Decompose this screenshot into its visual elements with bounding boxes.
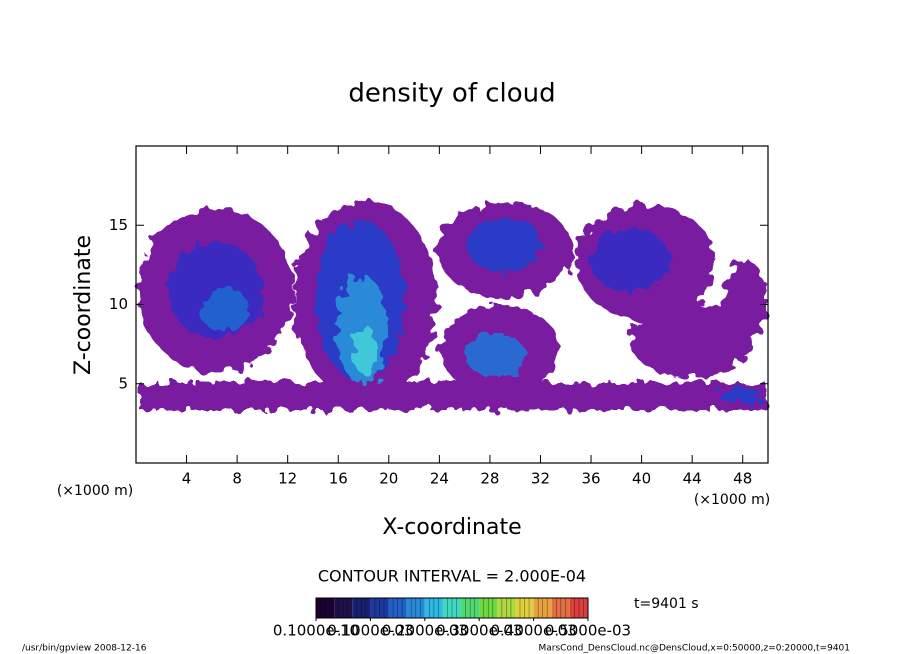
colorbar-tick-label: 0.5000e-03 bbox=[545, 622, 631, 640]
x-tick-label: 44 bbox=[683, 470, 702, 488]
y-unit: (×1000 m) bbox=[57, 483, 133, 499]
x-tick-label: 40 bbox=[632, 470, 651, 488]
footer-right: MarsCond_DensCloud.nc@DensCloud,x=0:5000… bbox=[539, 644, 851, 654]
footer-left: /usr/bin/gpview 2008-12-16 bbox=[22, 644, 147, 654]
x-tick-label: 8 bbox=[232, 470, 242, 488]
y-tick-label: 10 bbox=[109, 295, 128, 313]
x-tick-label: 48 bbox=[733, 470, 752, 488]
contour-interval: CONTOUR INTERVAL = 2.000E-04 bbox=[318, 567, 586, 586]
y-tick-label: 15 bbox=[109, 216, 128, 234]
colorbar-tick-label: 0.3000e-03 bbox=[436, 622, 522, 640]
x-tick-label: 36 bbox=[581, 470, 600, 488]
y-axis-title: Z-coordinate bbox=[71, 235, 96, 375]
x-tick-label: 28 bbox=[480, 470, 499, 488]
colorbar-tick-label: 0.2000e-03 bbox=[382, 622, 468, 640]
x-tick-label: 16 bbox=[329, 470, 348, 488]
x-unit: (×1000 m) bbox=[694, 492, 770, 508]
contour-field bbox=[137, 200, 767, 410]
x-axis-title: X-coordinate bbox=[382, 515, 521, 540]
x-tick-label: 20 bbox=[379, 470, 398, 488]
x-tick-label: 4 bbox=[182, 470, 192, 488]
x-tick-label: 12 bbox=[278, 470, 297, 488]
y-tick-label: 5 bbox=[118, 374, 128, 392]
time-label: t=9401 s bbox=[634, 596, 699, 612]
x-tick-label: 32 bbox=[531, 470, 550, 488]
colorbar-tick-label: 0.4000e-03 bbox=[490, 622, 576, 640]
chart-title: density of cloud bbox=[348, 79, 555, 109]
colorbar-tick-label: 0.1000e-03 bbox=[327, 622, 413, 640]
colorbar-tick-label: 0.1000e-10 bbox=[273, 622, 359, 640]
colorbar-frame bbox=[315, 597, 589, 619]
x-tick-label: 24 bbox=[430, 470, 449, 488]
